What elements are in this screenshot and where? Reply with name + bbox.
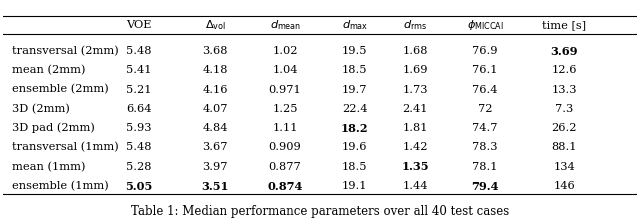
Text: $d_{\rm rms}$: $d_{\rm rms}$ — [403, 19, 427, 32]
Text: 19.5: 19.5 — [342, 46, 367, 56]
Text: 3.97: 3.97 — [203, 162, 228, 172]
Text: 5.48: 5.48 — [127, 142, 152, 152]
Text: 1.25: 1.25 — [273, 104, 298, 114]
Text: 6.64: 6.64 — [127, 104, 152, 114]
Text: 3D (2mm): 3D (2mm) — [12, 104, 70, 114]
Text: 134: 134 — [554, 162, 575, 172]
Text: $d_{\rm max}$: $d_{\rm max}$ — [342, 19, 368, 32]
Text: 1.02: 1.02 — [273, 46, 298, 56]
Text: 18.5: 18.5 — [342, 65, 367, 75]
Text: 76.1: 76.1 — [472, 65, 498, 75]
Text: 3.69: 3.69 — [550, 46, 578, 57]
Text: 88.1: 88.1 — [552, 142, 577, 152]
Text: $\phi_{\rm MICCAI}$: $\phi_{\rm MICCAI}$ — [467, 18, 503, 32]
Text: 7.3: 7.3 — [555, 104, 573, 114]
Text: 5.48: 5.48 — [127, 46, 152, 56]
Text: 1.68: 1.68 — [403, 46, 428, 56]
Text: 5.21: 5.21 — [127, 85, 152, 95]
Text: 1.42: 1.42 — [403, 142, 428, 152]
Text: 78.1: 78.1 — [472, 162, 498, 172]
Text: transversal (2mm): transversal (2mm) — [12, 46, 119, 56]
Text: mean (1mm): mean (1mm) — [12, 162, 86, 172]
Text: 72: 72 — [477, 104, 492, 114]
Text: 5.05: 5.05 — [125, 180, 153, 192]
Text: 2.41: 2.41 — [403, 104, 428, 114]
Text: 4.16: 4.16 — [203, 85, 228, 95]
Text: 5.41: 5.41 — [127, 65, 152, 75]
Text: 79.4: 79.4 — [471, 180, 499, 192]
Text: 0.874: 0.874 — [268, 180, 303, 192]
Text: 1.73: 1.73 — [403, 85, 428, 95]
Text: 146: 146 — [554, 181, 575, 191]
Text: 18.2: 18.2 — [341, 123, 369, 134]
Text: 1.11: 1.11 — [273, 123, 298, 133]
Text: mean (2mm): mean (2mm) — [12, 65, 86, 76]
Text: 19.6: 19.6 — [342, 142, 367, 152]
Text: Table 1: Median performance parameters over all 40 test cases: Table 1: Median performance parameters o… — [131, 205, 509, 218]
Text: 74.7: 74.7 — [472, 123, 498, 133]
Text: 18.5: 18.5 — [342, 162, 367, 172]
Text: 19.1: 19.1 — [342, 181, 367, 191]
Text: 4.84: 4.84 — [203, 123, 228, 133]
Text: 13.3: 13.3 — [552, 85, 577, 95]
Text: 76.9: 76.9 — [472, 46, 498, 56]
Text: 5.28: 5.28 — [127, 162, 152, 172]
Text: 12.6: 12.6 — [552, 65, 577, 75]
Text: 0.877: 0.877 — [269, 162, 301, 172]
Text: 0.909: 0.909 — [269, 142, 301, 152]
Text: 3D pad (2mm): 3D pad (2mm) — [12, 123, 95, 133]
Text: 76.4: 76.4 — [472, 85, 498, 95]
Text: 1.04: 1.04 — [273, 65, 298, 75]
Text: 19.7: 19.7 — [342, 85, 367, 95]
Text: 1.69: 1.69 — [403, 65, 428, 75]
Text: 3.67: 3.67 — [203, 142, 228, 152]
Text: 3.51: 3.51 — [202, 180, 229, 192]
Text: 0.971: 0.971 — [269, 85, 301, 95]
Text: time [s]: time [s] — [542, 20, 586, 30]
Text: $\Delta_{\rm vol}$: $\Delta_{\rm vol}$ — [205, 19, 226, 32]
Text: 4.07: 4.07 — [203, 104, 228, 114]
Text: 1.44: 1.44 — [403, 181, 428, 191]
Text: 22.4: 22.4 — [342, 104, 367, 114]
Text: ensemble (1mm): ensemble (1mm) — [12, 181, 109, 191]
Text: 78.3: 78.3 — [472, 142, 498, 152]
Text: ensemble (2mm): ensemble (2mm) — [12, 84, 109, 95]
Text: 26.2: 26.2 — [552, 123, 577, 133]
Text: VOE: VOE — [127, 20, 152, 30]
Text: 1.81: 1.81 — [403, 123, 428, 133]
Text: 1.35: 1.35 — [401, 161, 429, 172]
Text: 5.93: 5.93 — [127, 123, 152, 133]
Text: 4.18: 4.18 — [203, 65, 228, 75]
Text: transversal (1mm): transversal (1mm) — [12, 142, 119, 153]
Text: 3.68: 3.68 — [203, 46, 228, 56]
Text: $d_{\rm mean}$: $d_{\rm mean}$ — [269, 19, 301, 32]
